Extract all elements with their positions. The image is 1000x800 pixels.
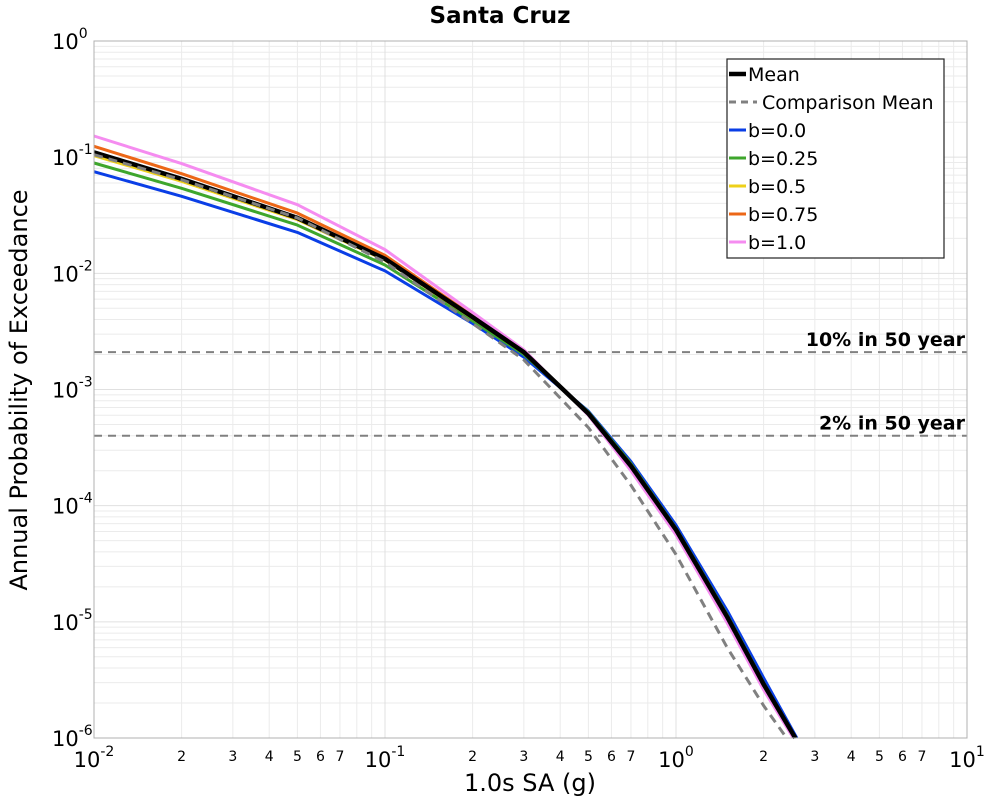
series-line [93,150,798,740]
y-axis-ticks: 10-6 10-5 10-4 10-3 10-2 10-1 100 [52,26,93,751]
x-minor-tick-label: 5 [584,749,593,765]
x-minor-tick-label: 5 [875,749,884,765]
x-minor-tick-label: 6 [316,749,325,765]
x-minor-tick-label: 2 [759,749,768,765]
series-line [93,153,788,739]
reference-lines: 10% in 50 year 2% in 50 year [94,329,967,437]
x-minor-tick-label: 6 [607,749,616,765]
x-minor-tick-label: 3 [519,749,528,765]
legend-label: b=1.0 [748,232,806,254]
x-minor-tick-label: 3 [810,749,819,765]
x-minor-tick-label: 2 [177,749,186,765]
y-axis-label: Annual Probability of Exceedance [5,189,33,590]
x-minor-tick-label: 4 [265,749,274,765]
y-tick-label: 100 [52,26,88,54]
y-tick-label: 10-1 [52,142,93,170]
reference-line-label: 2% in 50 year [819,413,966,435]
legend-label: Comparison Mean [762,92,934,114]
series-line [93,170,799,739]
legend-label: b=0.0 [748,120,806,142]
reference-line-label: 10% in 50 year [806,329,966,351]
legend-label: b=0.5 [748,176,806,198]
legend: Mean Comparison Mean b=0.0 b=0.25 b=0.5 b=0.7… [726,58,945,259]
legend-label: b=0.75 [748,204,818,226]
series-line [93,154,797,739]
series-lines [93,134,799,740]
x-tick-label: 100 [658,744,694,772]
x-axis-label: 1.0s SA (g) [464,769,596,797]
x-minor-tick-label: 6 [898,749,907,765]
x-minor-tick-label: 2 [468,749,477,765]
legend-box [726,58,945,259]
x-tick-label: 10-1 [365,744,406,772]
legend-label: b=0.25 [748,148,818,170]
x-minor-tick-label: 4 [556,749,565,765]
y-tick-label: 10-5 [52,607,93,635]
y-tick-label: 10-6 [52,723,93,751]
x-minor-tick-label: 3 [228,749,237,765]
x-tick-label: 10-2 [74,744,115,772]
x-minor-tick-label: 7 [626,749,635,765]
y-tick-label: 10-4 [52,491,93,519]
series-line [93,144,796,739]
x-minor-tick-label: 4 [847,749,856,765]
plot-frame [93,40,968,739]
x-tick-label: 101 [949,744,985,772]
y-tick-label: 10-2 [52,258,93,286]
chart-title: Santa Cruz [430,3,571,29]
x-minor-tick-label: 7 [335,749,344,765]
x-minor-tick-label: 7 [917,749,926,765]
y-tick-label: 10-3 [52,375,93,403]
legend-label: Mean [748,64,800,86]
x-minor-tick-label: 5 [293,749,302,765]
